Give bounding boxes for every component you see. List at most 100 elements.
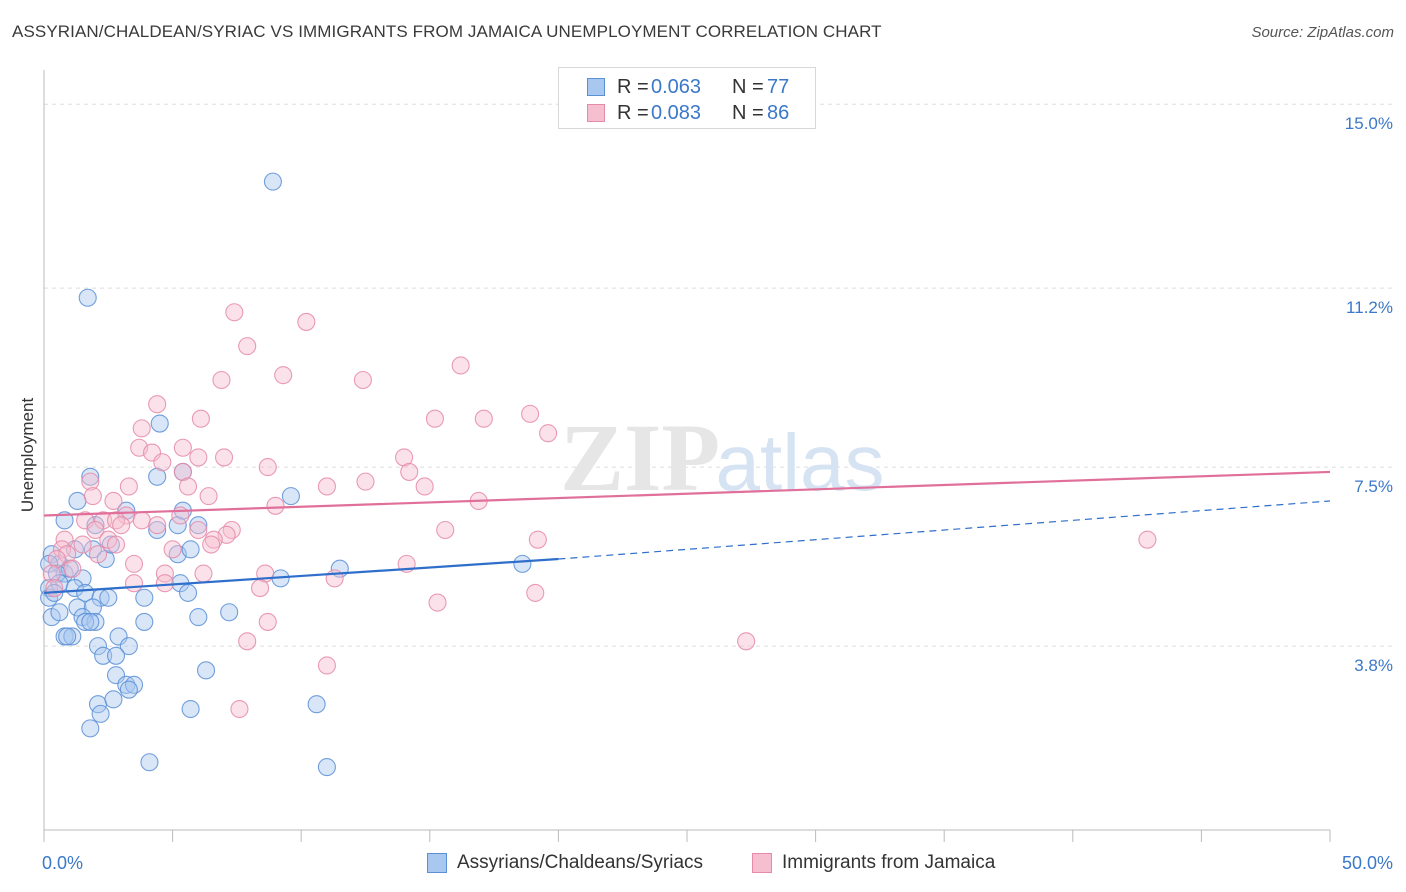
point-assyrian [307, 695, 326, 714]
point-jamaica [425, 409, 444, 428]
watermark-atlas: atlas [716, 418, 885, 507]
point-jamaica [250, 579, 270, 598]
point-jamaica [148, 395, 167, 414]
point-assyrian [150, 414, 169, 433]
point-assyrian [135, 612, 154, 631]
point-assyrian [181, 540, 200, 559]
chart-title: ASSYRIAN/CHALDEAN/SYRIAC VS IMMIGRANTS F… [12, 22, 882, 41]
point-jamaica [189, 448, 208, 467]
y-tick-label: 11.2% [1346, 298, 1393, 317]
point-jamaica [258, 612, 277, 631]
point-jamaica [171, 506, 190, 525]
point-assyrian [88, 637, 108, 656]
point-jamaica [1138, 530, 1157, 549]
legend-n-label: N = [732, 76, 764, 98]
point-jamaica [112, 516, 131, 535]
point-assyrian [119, 637, 138, 656]
point-assyrian [83, 540, 102, 559]
bottom-legend-label: Assyrians/Chaldeans/Syriacs [457, 852, 704, 873]
point-jamaica [173, 462, 192, 481]
point-assyrian [50, 603, 69, 622]
trend-lines [43, 470, 1331, 595]
point-assyrian [76, 612, 95, 631]
point-jamaica [222, 520, 241, 540]
point-jamaica [106, 511, 126, 530]
point-assyrian [117, 675, 136, 694]
x-tick-label: 50.0% [1342, 853, 1393, 873]
point-assyrian [281, 487, 300, 506]
point-jamaica [238, 632, 257, 651]
point-assyrian [68, 598, 87, 617]
point-assyrian [81, 719, 100, 738]
point-assyrian [68, 491, 87, 511]
point-jamaica [212, 370, 231, 390]
point-jamaica [258, 458, 277, 477]
point-jamaica [104, 491, 123, 511]
y-tick-label: 7.5% [1354, 477, 1393, 496]
point-jamaica [356, 472, 375, 491]
point-assyrian [189, 608, 208, 627]
point-assyrian [189, 516, 208, 535]
watermark: ZIP atlas [560, 404, 885, 511]
legend-swatch-blue [587, 78, 605, 96]
point-jamaica [474, 409, 493, 428]
y-tick-label: 3.8% [1354, 656, 1393, 675]
point-assyrian [263, 172, 282, 191]
point-jamaica [132, 419, 151, 438]
legend-r-value: 0.063 [651, 76, 702, 98]
point-jamaica [274, 366, 293, 385]
point-assyrian [135, 588, 154, 607]
point-jamaica [415, 477, 434, 496]
point-assyrian [58, 627, 77, 646]
point-jamaica [297, 312, 316, 331]
point-jamaica [194, 564, 213, 583]
y-tick-label: 15.0% [1345, 114, 1393, 133]
point-jamaica [88, 545, 108, 564]
point-assyrian [94, 646, 113, 665]
y-axis-title: Unemployment [18, 397, 37, 513]
point-assyrian [181, 699, 200, 719]
point-jamaica [173, 438, 192, 457]
source-label: Source: ZipAtlas.com [1251, 24, 1394, 41]
point-jamaica [266, 496, 285, 515]
point-jamaica [45, 579, 64, 598]
trend-line-pink [43, 470, 1331, 517]
trend-line-blue [43, 557, 559, 595]
point-assyrian [119, 680, 138, 699]
point-jamaica [94, 511, 113, 530]
point-jamaica [214, 448, 234, 467]
point-jamaica [83, 487, 102, 506]
point-assyrian [317, 758, 336, 777]
axes [43, 70, 1331, 842]
bottom-legend-swatch-pink [752, 853, 772, 873]
point-jamaica [132, 511, 151, 530]
point-assyrian [196, 661, 216, 680]
point-assyrian [513, 554, 532, 573]
legend: R = 0.063 N = 77 R = 0.083 N = 86 [558, 67, 816, 129]
point-jamaica [230, 699, 249, 719]
point-assyrian [86, 612, 105, 631]
grid-lines [44, 103, 1392, 647]
point-assyrian [104, 690, 123, 709]
point-jamaica [428, 593, 447, 612]
point-assyrian [63, 627, 82, 646]
point-jamaica [42, 564, 61, 583]
point-jamaica [317, 656, 336, 675]
point-jamaica [199, 487, 218, 506]
point-jamaica [124, 574, 144, 593]
x-tick-label: 0.0% [42, 853, 83, 873]
point-jamaica [52, 540, 72, 559]
point-jamaica [317, 477, 336, 496]
point-jamaica [163, 540, 182, 559]
point-jamaica [73, 535, 92, 554]
legend-swatch-pink [587, 104, 605, 122]
point-assyrian [78, 288, 97, 307]
point-jamaica [148, 516, 167, 535]
point-jamaica [737, 632, 756, 651]
bottom-legend-label: Immigrants from Jamaica [782, 852, 996, 873]
point-jamaica [106, 535, 126, 554]
legend-r-label: R = [617, 102, 649, 124]
point-jamaica [353, 370, 372, 390]
point-assyrian [106, 646, 126, 665]
point-assyrian [81, 467, 100, 486]
